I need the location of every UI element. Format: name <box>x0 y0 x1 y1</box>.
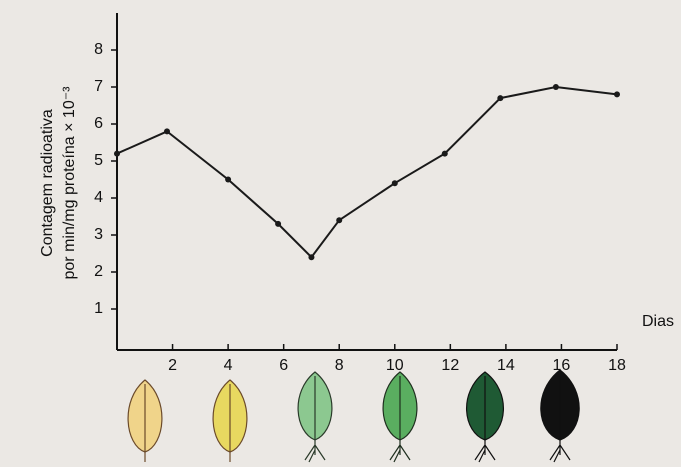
y-tick-label: 3 <box>94 226 103 243</box>
data-point <box>392 180 398 186</box>
x-tick-label: 14 <box>497 357 515 374</box>
y-axis-title-line: Contagem radioativa <box>39 109 56 257</box>
x-tick-label: 18 <box>608 357 626 374</box>
y-tick-label: 2 <box>94 263 103 280</box>
data-point <box>614 91 620 97</box>
data-point <box>164 128 170 134</box>
data-point <box>225 177 231 183</box>
x-tick-label: 2 <box>168 357 177 374</box>
x-tick-label: 12 <box>441 357 459 374</box>
y-tick-label: 7 <box>94 78 103 95</box>
data-point <box>275 221 281 227</box>
y-axis-title-line: por min/mg proteína × 10⁻³ <box>61 86 78 280</box>
x-axis-title: Dias <box>642 313 674 330</box>
data-point <box>497 95 503 101</box>
data-point <box>114 151 120 157</box>
y-tick-label: 5 <box>94 152 103 169</box>
x-tick-label: 8 <box>335 357 344 374</box>
y-tick-label: 4 <box>94 189 103 206</box>
data-point <box>336 217 342 223</box>
x-tick-label: 6 <box>279 357 288 374</box>
y-tick-label: 6 <box>94 115 103 132</box>
chart: Contagem radioativa por min/mg proteína … <box>0 0 681 467</box>
y-tick-label: 8 <box>94 41 103 58</box>
x-tick-label: 4 <box>224 357 233 374</box>
data-point <box>442 151 448 157</box>
data-point <box>553 84 559 90</box>
x-tick-label: 16 <box>553 357 571 374</box>
y-tick-label: 1 <box>94 300 103 317</box>
data-point <box>308 254 314 260</box>
x-tick-label: 10 <box>386 357 404 374</box>
